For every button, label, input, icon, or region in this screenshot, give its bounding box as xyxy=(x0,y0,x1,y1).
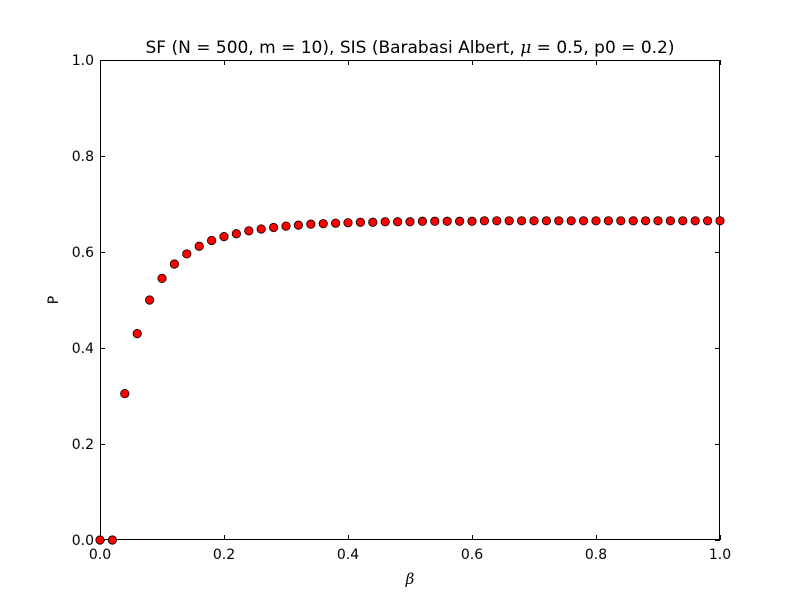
data-point xyxy=(244,226,254,236)
chart-title-suffix: = 0.5, p0 = 0.2) xyxy=(531,38,674,58)
data-point xyxy=(653,216,663,226)
data-point xyxy=(120,388,130,399)
data-point xyxy=(392,217,403,227)
data-point xyxy=(591,216,601,226)
data-point xyxy=(281,221,291,231)
data-point xyxy=(504,216,514,226)
data-point xyxy=(628,216,638,226)
x-tick-label: 1.0 xyxy=(709,547,731,563)
data-point xyxy=(566,216,576,226)
data-point xyxy=(355,217,365,227)
data-point xyxy=(430,216,440,226)
data-point xyxy=(529,216,539,226)
x-tick-label: 0.6 xyxy=(461,547,483,563)
data-point xyxy=(467,216,477,226)
axis-ticks xyxy=(100,60,721,541)
data-point xyxy=(95,535,105,545)
y-tick-label: 0.6 xyxy=(72,245,94,261)
data-point xyxy=(107,535,118,545)
data-point xyxy=(231,229,241,239)
y-tick-label: 0.8 xyxy=(72,149,94,165)
data-point xyxy=(678,216,688,226)
data-point xyxy=(715,216,725,226)
chart-title: SF (N = 500, m = 10), SIS (Barabasi Albe… xyxy=(146,38,675,58)
data-point xyxy=(343,218,353,228)
x-tick-label: 0.2 xyxy=(213,547,235,563)
data-point xyxy=(665,216,676,226)
chart-title-prefix: SF (N = 500, m = 10), SIS (Barabasi Albe… xyxy=(146,38,521,58)
data-point xyxy=(219,232,229,242)
data-point xyxy=(207,235,217,246)
data-point xyxy=(132,328,142,339)
y-tick-label: 0.2 xyxy=(72,437,94,453)
data-point xyxy=(702,216,713,226)
data-point xyxy=(306,219,316,229)
data-point xyxy=(405,217,415,227)
data-point xyxy=(380,217,390,227)
data-point xyxy=(417,216,427,226)
data-point xyxy=(293,220,303,230)
data-point xyxy=(492,216,502,226)
y-tick-label: 0.0 xyxy=(72,533,94,549)
data-point xyxy=(182,249,192,259)
data-point xyxy=(554,216,564,226)
y-tick-label: 1.0 xyxy=(72,53,94,69)
data-points xyxy=(95,216,725,545)
data-point xyxy=(145,295,155,305)
y-axis-label: P xyxy=(46,296,62,304)
axis-tick-labels: 0.0 0.2 0.4 0.6 0.8 1.0 0.0 0.2 0.4 0.6 0.8 1.0 xyxy=(72,53,731,563)
data-point xyxy=(640,216,651,226)
data-point xyxy=(268,222,279,233)
chart-title-symbol: μ xyxy=(520,38,531,58)
plot-frame xyxy=(100,60,720,540)
x-tick-label: 0.0 xyxy=(89,547,111,563)
data-point xyxy=(454,216,465,226)
data-point xyxy=(256,224,266,234)
x-tick-label: 0.8 xyxy=(585,547,607,563)
data-point xyxy=(442,216,452,226)
data-point xyxy=(516,216,527,226)
data-point xyxy=(541,216,552,226)
plot-area: 0.0 0.2 0.4 0.6 0.8 1.0 0.0 0.2 0.4 0.6 0.8 1.0 xyxy=(72,53,731,563)
data-point xyxy=(318,219,328,229)
data-point xyxy=(616,216,626,226)
data-point xyxy=(157,273,167,283)
x-axis-label: β xyxy=(405,570,415,588)
data-point xyxy=(479,216,489,226)
data-point xyxy=(578,216,589,226)
data-point xyxy=(368,217,378,227)
data-point xyxy=(194,241,204,251)
data-point xyxy=(330,218,341,228)
data-point xyxy=(603,216,614,226)
x-tick-label: 0.4 xyxy=(337,547,359,563)
data-point xyxy=(169,259,179,269)
data-point xyxy=(690,216,700,226)
y-tick-label: 0.4 xyxy=(72,341,94,357)
